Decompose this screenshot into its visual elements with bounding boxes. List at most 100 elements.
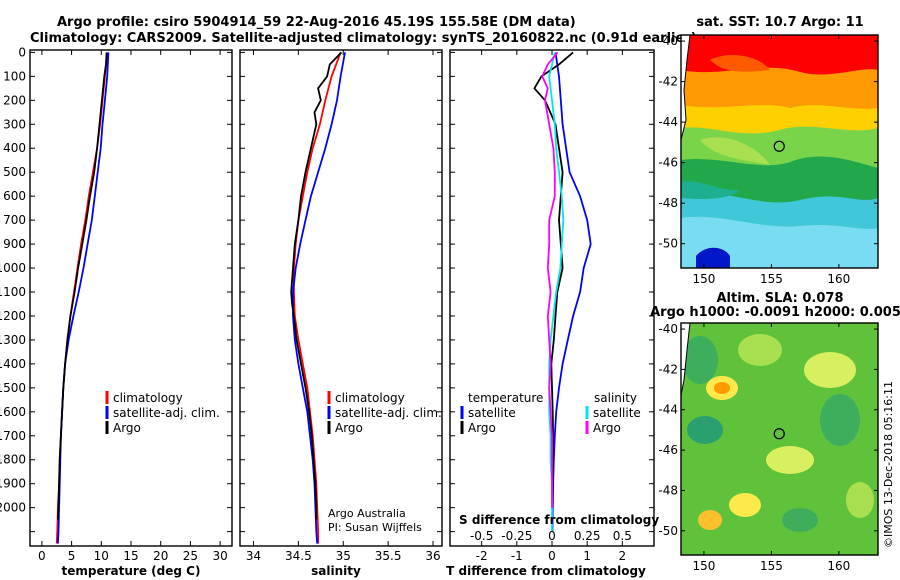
x-tick-label: 1 (583, 549, 591, 563)
depth-tick-label: 1400 (0, 357, 26, 371)
depth-tick-label: 200 (3, 93, 26, 107)
map-lat-label: -40 (658, 34, 678, 48)
map-lat-label: -44 (658, 403, 678, 417)
depth-tick-label: 2000 (0, 501, 26, 515)
header-line-1: Argo profile: csiro 5904914_59 22-Aug-20… (57, 15, 576, 30)
depth-tick-label: 1700 (0, 429, 26, 443)
depth-tick-label: 500 (3, 165, 26, 179)
depth-tick-label: 1800 (0, 453, 26, 467)
x-tick-label: 0 (548, 549, 556, 563)
depth-tick-label: 1900 (0, 477, 26, 491)
salinity-argo-line (290, 51, 343, 520)
salinity-legend: climatology satellite-adj. clim. Argo (327, 391, 442, 435)
depth-tick-label: 700 (3, 213, 26, 227)
depth-tick-label: 0 (18, 237, 26, 251)
x-axis-layer: 0 5 10 15 20 25 30 34 34.5 35 35.5 36 -2 -1 0 1 2 -0.5 -0.… (38, 50, 632, 563)
depth-tick-label: 400 (3, 141, 26, 155)
x-tick-label: 35 (336, 549, 351, 563)
difference-legend-salinity-title: salinity (594, 391, 637, 405)
temperature-legend-argo: Argo (113, 421, 141, 435)
sst-map-axes: -40 -42 -44 -46 -48 -50 150 155 160 (658, 34, 878, 286)
sla-map-axes: -40 -42 -44 -46 -48 -50 150 155 160 (658, 322, 878, 573)
map-lat-label: -46 (658, 443, 678, 457)
difference-legend-salinity-satellite: satellite (593, 406, 641, 420)
x-tick-label: 15 (123, 549, 138, 563)
sla-argo-marker (773, 428, 785, 440)
salinity-legend-satellite: satellite-adj. clim. (335, 406, 442, 420)
depth-tick-label: 1200 (0, 309, 26, 323)
x-tick-label: 30 (212, 549, 227, 563)
x-tick-label: 10 (94, 549, 109, 563)
map-lon-label: 150 (692, 272, 715, 286)
x-tick-label: 36 (425, 549, 440, 563)
x2-tick-label: 0.25 (574, 529, 601, 543)
map-lat-label: -48 (658, 196, 678, 210)
sla-map (681, 323, 878, 555)
difference-s-argo-line (541, 51, 559, 508)
map-lat-label: -48 (658, 483, 678, 497)
difference-legend-temperature-title: temperature (468, 391, 543, 405)
map-lon-label: 155 (760, 272, 783, 286)
salinity-legend-climatology: climatology (335, 391, 405, 405)
x-tick-label: 20 (153, 549, 168, 563)
depth-tick-label: 900 (3, 237, 26, 251)
temperature-xlabel: temperature (deg C) (62, 564, 201, 578)
depth-tick-label: 1500 (0, 381, 26, 395)
difference-legend-temperature-satellite: satellite (468, 406, 516, 420)
difference-t-satellite-line (551, 52, 592, 532)
map-lat-label: -44 (658, 115, 678, 129)
x-tick-label: 2 (619, 549, 627, 563)
salinity-annotation-line-2: PI: Susan Wijffels (328, 521, 422, 534)
depth-tick-label: 600 (3, 189, 26, 203)
sst-map (681, 35, 878, 268)
temperature-satellite-adj-clim--line (57, 52, 110, 544)
map-lon-label: 160 (827, 272, 850, 286)
t-difference-xlabel: T difference from climatology (446, 564, 646, 578)
map-lat-label: -50 (658, 237, 678, 251)
difference-legend-temperature-argo: Argo (468, 421, 496, 435)
depth-tick-label: 1100 (0, 285, 26, 299)
x-tick-label: 34.5 (285, 549, 312, 563)
depth-tick-label: 100 (3, 69, 26, 83)
depth-tick-label: 1600 (0, 405, 26, 419)
map-lat-label: -42 (658, 75, 678, 89)
sla-map-frame (680, 322, 879, 556)
depth-tick-label: 300 (3, 117, 26, 131)
salinity-climatology-line (292, 52, 342, 544)
difference-legend: temperature satellite Argo salinity sate… (460, 391, 641, 435)
header-line-2: Climatology: CARS2009. Satellite-adjuste… (30, 31, 697, 46)
x-tick-label: -1 (511, 549, 523, 563)
x-tick-label: 34 (246, 549, 261, 563)
difference-s-satellite-line (548, 52, 565, 532)
difference-legend-salinity-argo: Argo (593, 421, 621, 435)
s-difference-label: S difference from climatology (459, 513, 659, 527)
sla-map-title: Altim. SLA: 0.078 (717, 291, 844, 306)
x-tick-label: 35.5 (375, 549, 402, 563)
sst-argo-marker (773, 140, 785, 152)
sst-map-title: sat. SST: 10.7 Argo: 11 (696, 15, 863, 30)
map-lat-label: -40 (658, 322, 678, 336)
map-lat-label: -46 (658, 156, 678, 170)
depth-tick-label: 1300 (0, 333, 26, 347)
credit-text: ©IMOS 13-Dec-2018 05:16:11 (882, 381, 895, 548)
x2-tick-label: 0.5 (613, 529, 632, 543)
depth-tick-label: 0 (18, 45, 26, 59)
salinity-panel (239, 49, 443, 547)
sst-map-frame (680, 34, 879, 269)
salinity-legend-argo: Argo (335, 421, 363, 435)
depth-axis: 0100200300400500600700090010001100120013… (0, 45, 654, 533)
temperature-legend-satellite: satellite-adj. clim. (113, 406, 220, 420)
salinity-annotation-line-1: Argo Australia (328, 507, 406, 520)
map-lon-label: 155 (760, 559, 783, 573)
map-lon-label: 150 (692, 559, 715, 573)
map-lat-label: -42 (658, 362, 678, 376)
x2-tick-label: 0 (548, 529, 556, 543)
map-lon-label: 160 (827, 559, 850, 573)
x-tick-label: 5 (68, 549, 76, 563)
temperature-legend-climatology: climatology (113, 391, 183, 405)
map-lat-label: -50 (658, 524, 678, 538)
sla-map-subtitle: Argo h1000: -0.0091 h2000: 0.0056 (650, 305, 900, 320)
temperature-legend: climatology satellite-adj. clim. Argo (105, 391, 220, 435)
series-layer (55, 51, 592, 544)
